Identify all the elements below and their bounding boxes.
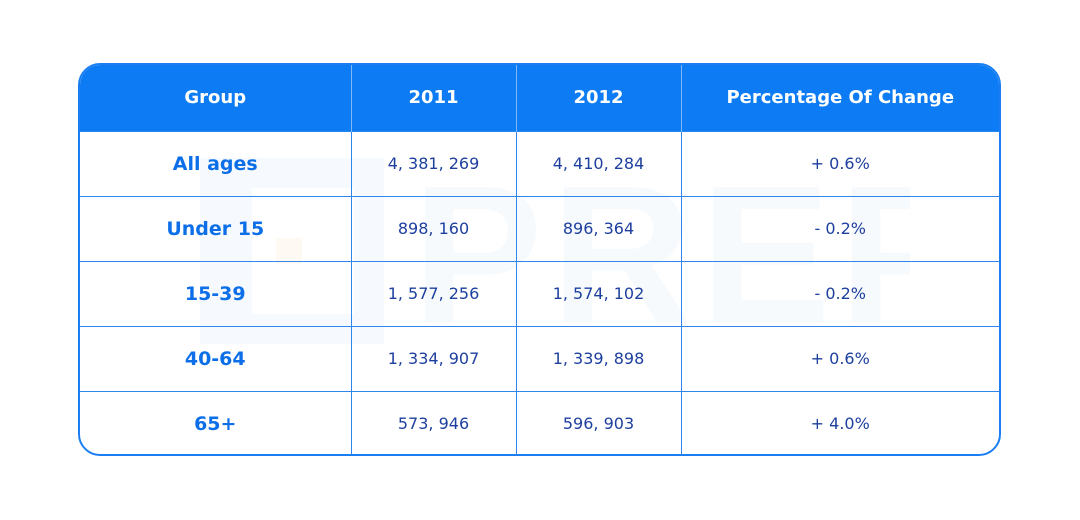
header-2011: 2011 (350, 65, 516, 131)
table-row: 65+ 573, 946 596, 903 + 4.0% (80, 390, 999, 454)
row-value-2012: 1, 574, 102 (515, 260, 681, 326)
row-group-label: 15-39 (80, 260, 351, 326)
row-value-2011: 898, 160 (350, 195, 516, 261)
row-percentage-change: - 0.2% (680, 195, 999, 261)
table-row: Under 15 898, 160 896, 364 - 0.2% (80, 195, 999, 261)
row-percentage-change: - 0.2% (680, 260, 999, 326)
row-value-2012: 596, 903 (515, 390, 681, 454)
table-header-row: Group 2011 2012 Percentage Of Change (80, 65, 999, 131)
row-value-2012: 896, 364 (515, 195, 681, 261)
row-value-2012: 4, 410, 284 (515, 130, 681, 196)
row-percentage-change: + 4.0% (680, 390, 999, 454)
row-value-2012: 1, 339, 898 (515, 325, 681, 391)
table-row: All ages 4, 381, 269 4, 410, 284 + 0.6% (80, 130, 999, 196)
row-group-label: 65+ (80, 390, 351, 454)
data-table-container: Group 2011 2012 Percentage Of Change All… (78, 63, 1001, 456)
header-group: Group (80, 65, 351, 131)
row-group-label: All ages (80, 130, 351, 196)
header-2012: 2012 (515, 65, 681, 131)
row-value-2011: 573, 946 (350, 390, 516, 454)
table-row: 40-64 1, 334, 907 1, 339, 898 + 0.6% (80, 325, 999, 391)
row-group-label: 40-64 (80, 325, 351, 391)
data-table: Group 2011 2012 Percentage Of Change All… (80, 65, 999, 454)
table-row: 15-39 1, 577, 256 1, 574, 102 - 0.2% (80, 260, 999, 326)
row-value-2011: 4, 381, 269 (350, 130, 516, 196)
row-percentage-change: + 0.6% (680, 130, 999, 196)
row-value-2011: 1, 334, 907 (350, 325, 516, 391)
row-percentage-change: + 0.6% (680, 325, 999, 391)
header-percentage-change: Percentage Of Change (680, 65, 999, 131)
row-group-label: Under 15 (80, 195, 351, 261)
row-value-2011: 1, 577, 256 (350, 260, 516, 326)
